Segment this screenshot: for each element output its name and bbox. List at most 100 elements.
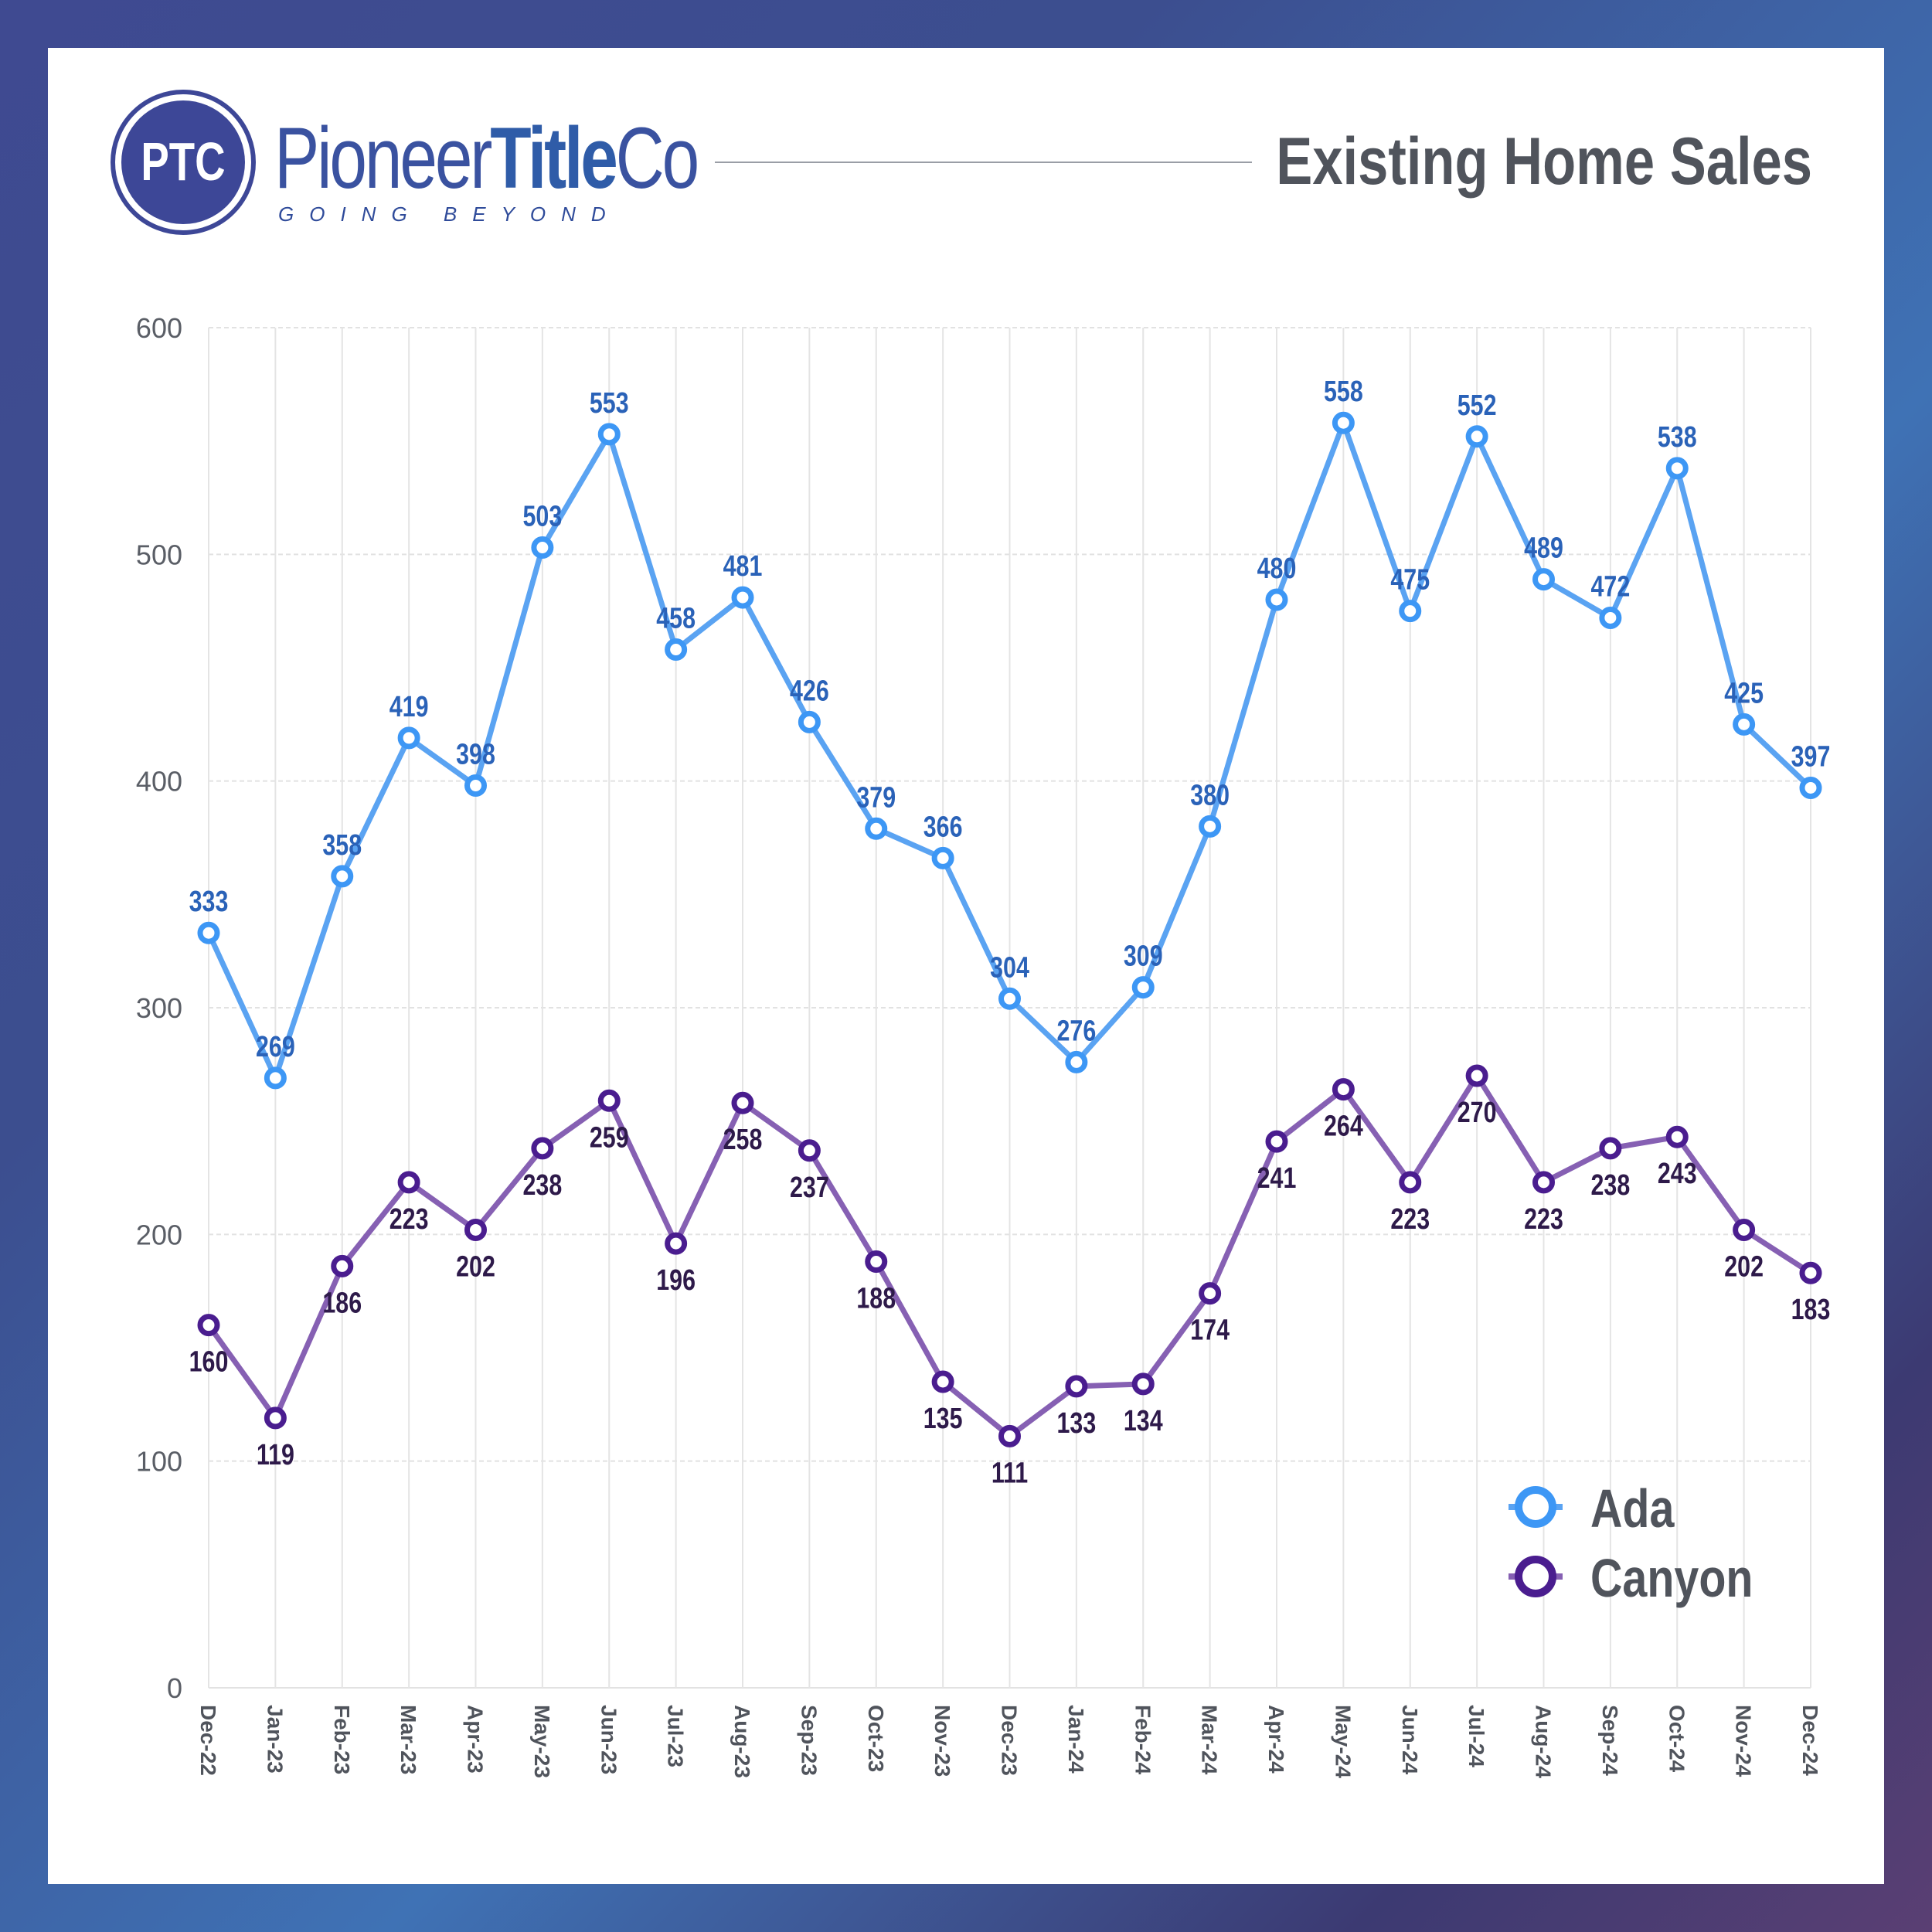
data-point (1399, 600, 1422, 623)
data-label: 276 (1057, 1015, 1097, 1047)
data-label: 202 (456, 1250, 495, 1283)
data-point (597, 423, 621, 446)
data-label: 503 (523, 500, 563, 532)
data-label: 174 (1190, 1314, 1230, 1346)
data-point (1665, 457, 1689, 480)
data-label: 134 (1124, 1405, 1163, 1437)
y-tick-label: 100 (136, 1446, 182, 1478)
data-point (397, 726, 420, 750)
data-label: 133 (1057, 1407, 1097, 1440)
data-point (1199, 1282, 1222, 1305)
tagline: GOING BEYOND (278, 202, 621, 226)
x-tick-label: Apr-23 (464, 1705, 488, 1774)
data-label: 379 (856, 781, 896, 814)
logo-mark: PTC (141, 132, 225, 192)
data-label: 380 (1190, 779, 1230, 811)
data-point (1065, 1375, 1088, 1398)
data-point (1265, 1130, 1288, 1153)
data-point (1131, 976, 1155, 999)
data-label: 223 (1524, 1203, 1563, 1236)
page-title: Existing Home Sales (1276, 124, 1812, 199)
data-point (1465, 425, 1488, 448)
x-tick-label: Feb-23 (330, 1705, 354, 1774)
data-label: 458 (656, 602, 696, 634)
data-label: 475 (1390, 564, 1430, 597)
data-label: 223 (1390, 1203, 1430, 1236)
data-label: 481 (723, 550, 763, 583)
data-label: 243 (1658, 1158, 1697, 1190)
y-tick-label: 200 (136, 1219, 182, 1250)
data-point (531, 1137, 554, 1160)
data-label: 425 (1724, 677, 1764, 709)
data-label: 202 (1724, 1250, 1764, 1283)
x-tick-label: Feb-24 (1131, 1705, 1155, 1775)
x-tick-label: Aug-23 (730, 1705, 754, 1778)
data-point (464, 1218, 487, 1241)
data-label: 269 (256, 1031, 295, 1063)
data-point (1065, 1050, 1088, 1073)
y-tick-label: 500 (136, 539, 182, 570)
x-tick-label: Dec-23 (998, 1705, 1022, 1776)
data-label: 223 (389, 1203, 429, 1236)
data-point (464, 774, 487, 798)
legend-marker-icon (1515, 1486, 1556, 1528)
data-point (731, 1091, 754, 1114)
data-label: 160 (189, 1346, 229, 1379)
data-label: 237 (790, 1172, 829, 1204)
data-point (1131, 1372, 1155, 1396)
x-tick-label: Jan-23 (263, 1705, 287, 1774)
data-label: 552 (1458, 389, 1497, 422)
ptc-logo: PTC (111, 90, 256, 235)
x-tick-label: Sep-23 (797, 1705, 821, 1776)
legend-label: Canyon (1590, 1548, 1753, 1609)
y-tick-label: 400 (136, 766, 182, 798)
data-point (1665, 1125, 1689, 1148)
data-label: 196 (656, 1264, 696, 1297)
data-label: 111 (992, 1457, 1028, 1489)
x-tick-label: Jun-23 (597, 1705, 621, 1774)
data-point (1599, 606, 1622, 629)
x-tick-label: Mar-23 (396, 1705, 420, 1774)
data-point (998, 987, 1021, 1010)
data-point (665, 1232, 688, 1255)
brand-tail: Co (615, 110, 700, 206)
data-label: 119 (257, 1439, 294, 1471)
data-point (397, 1171, 420, 1194)
x-tick-label: Nov-24 (1732, 1705, 1756, 1777)
data-point (1199, 815, 1222, 838)
x-tick-label: Apr-24 (1264, 1705, 1288, 1774)
x-tick-label: Jul-24 (1464, 1705, 1488, 1767)
data-point (998, 1424, 1021, 1447)
x-tick-label: Dec-24 (1798, 1705, 1822, 1776)
data-label: 472 (1591, 570, 1631, 603)
x-tick-label: Jul-23 (664, 1705, 688, 1767)
data-point (1465, 1064, 1488, 1087)
data-point (1265, 588, 1288, 611)
data-label: 259 (590, 1121, 629, 1154)
chart-card (48, 48, 1884, 1884)
data-point (1532, 568, 1555, 591)
data-point (597, 1089, 621, 1112)
data-label: 426 (790, 675, 829, 707)
data-label: 238 (1591, 1169, 1631, 1202)
header-divider (715, 162, 1252, 163)
data-label: 264 (1324, 1110, 1363, 1142)
data-label: 358 (322, 829, 362, 862)
x-tick-label: Jun-24 (1398, 1705, 1422, 1775)
data-point (931, 846, 954, 869)
data-label: 480 (1257, 553, 1297, 585)
data-label: 419 (389, 691, 429, 723)
data-point (798, 710, 821, 733)
x-tick-label: Sep-24 (1598, 1705, 1622, 1776)
y-tick-label: 0 (167, 1672, 182, 1704)
data-point (1733, 1218, 1756, 1241)
x-tick-label: May-23 (530, 1705, 554, 1778)
legend-label: Ada (1590, 1478, 1675, 1539)
data-label: 397 (1791, 740, 1831, 773)
brand-light: Pioneer (274, 110, 492, 206)
data-point (331, 1254, 354, 1277)
data-label: 183 (1791, 1294, 1831, 1326)
data-label: 333 (189, 886, 229, 918)
y-tick-label: 300 (136, 992, 182, 1024)
